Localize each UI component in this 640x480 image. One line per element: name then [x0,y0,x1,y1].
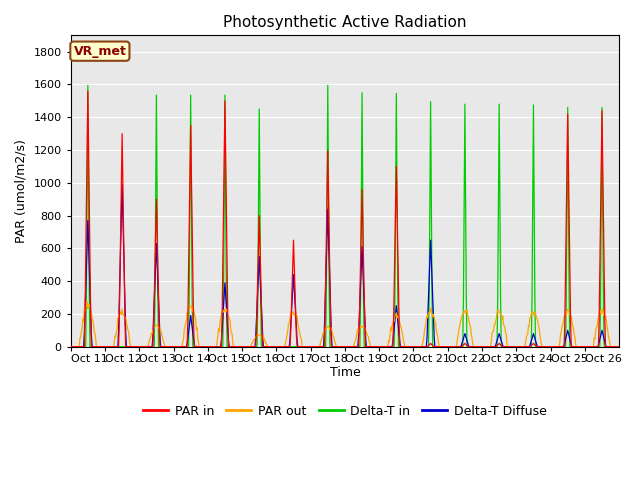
Text: VR_met: VR_met [74,45,126,58]
Y-axis label: PAR (umol/m2/s): PAR (umol/m2/s) [15,139,28,243]
Title: Photosynthetic Active Radiation: Photosynthetic Active Radiation [223,15,467,30]
X-axis label: Time: Time [330,366,360,379]
Legend: PAR in, PAR out, Delta-T in, Delta-T Diffuse: PAR in, PAR out, Delta-T in, Delta-T Dif… [138,400,552,423]
